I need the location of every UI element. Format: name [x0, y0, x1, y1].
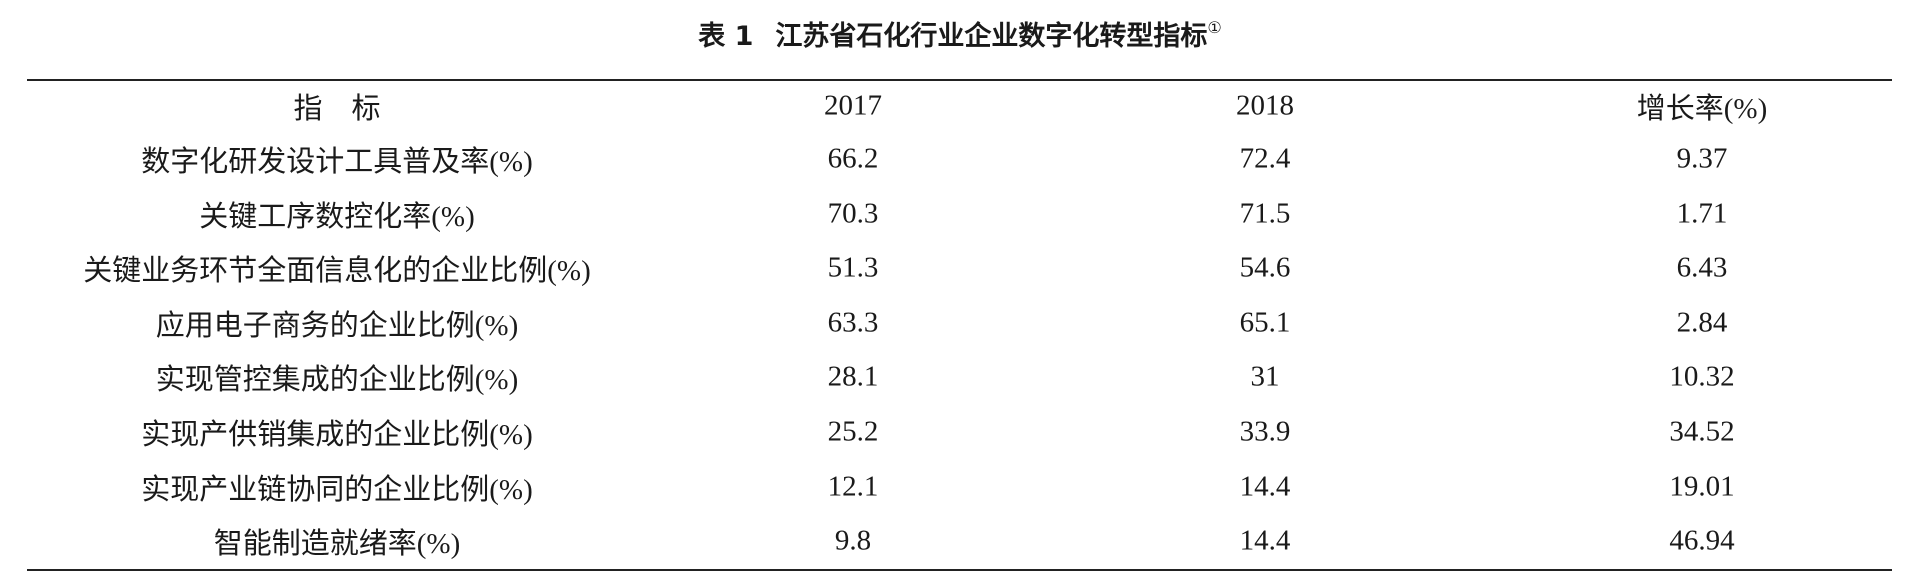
header-cell: 2018	[1236, 89, 1294, 122]
footnote-mark: ①	[1207, 18, 1222, 37]
table-cell: 33.9	[1239, 415, 1291, 448]
table-cell: 9.37	[1676, 142, 1728, 175]
row-label: 实现产业链协同的企业比例(%)	[141, 473, 533, 506]
table-cell: 25.2	[827, 415, 879, 448]
table-cell: 14.4	[1239, 470, 1291, 503]
row-label: 智能制造就绪率(%)	[213, 528, 461, 561]
row-label: 数字化研发设计工具普及率(%)	[141, 146, 533, 178]
table-cell: 63.3	[827, 306, 879, 339]
table-cell: 9.8	[834, 524, 872, 557]
header-cell: 指 标	[293, 93, 381, 125]
row-label: 关键工序数控化率(%)	[199, 200, 475, 233]
table-cell: 10.32	[1669, 360, 1735, 393]
table-cell: 66.2	[827, 142, 879, 175]
table-cell: 1.71	[1676, 197, 1728, 230]
row-label: 实现产供销集成的企业比例(%)	[141, 419, 533, 451]
caption-title: 江苏省石化行业企业数字化转型指标	[775, 21, 1208, 52]
table-cell: 54.6	[1239, 251, 1291, 284]
table-cell: 14.4	[1239, 524, 1291, 557]
row-label: 实现管控集成的企业比例(%)	[155, 364, 519, 397]
row-label: 关键业务环节全面信息化的企业比例(%)	[83, 255, 591, 288]
top-rule	[27, 79, 1892, 81]
table-cell: 51.3	[827, 251, 879, 284]
table-cell: 19.01	[1669, 470, 1735, 503]
header-cell: 2017	[824, 89, 882, 122]
caption-label: 表 1	[698, 21, 754, 52]
table-cell: 72.4	[1239, 142, 1291, 175]
table-cell: 46.94	[1669, 524, 1735, 557]
table-cell: 71.5	[1239, 197, 1291, 230]
table-cell: 70.3	[827, 197, 879, 230]
table-caption: 表 1 江苏省石化行业企业数字化转型指标①	[0, 14, 1920, 53]
table-cell: 28.1	[827, 360, 879, 393]
bottom-rule	[27, 569, 1892, 571]
table-cell: 2.84	[1676, 306, 1728, 339]
table-cell: 6.43	[1676, 251, 1728, 284]
table-cell: 34.52	[1669, 415, 1735, 448]
table-cell: 65.1	[1239, 306, 1291, 339]
table-cell: 31	[1250, 360, 1280, 393]
row-label: 应用电子商务的企业比例(%)	[155, 309, 519, 342]
header-cell: 增长率(%)	[1636, 93, 1768, 125]
table-cell: 12.1	[827, 470, 879, 503]
